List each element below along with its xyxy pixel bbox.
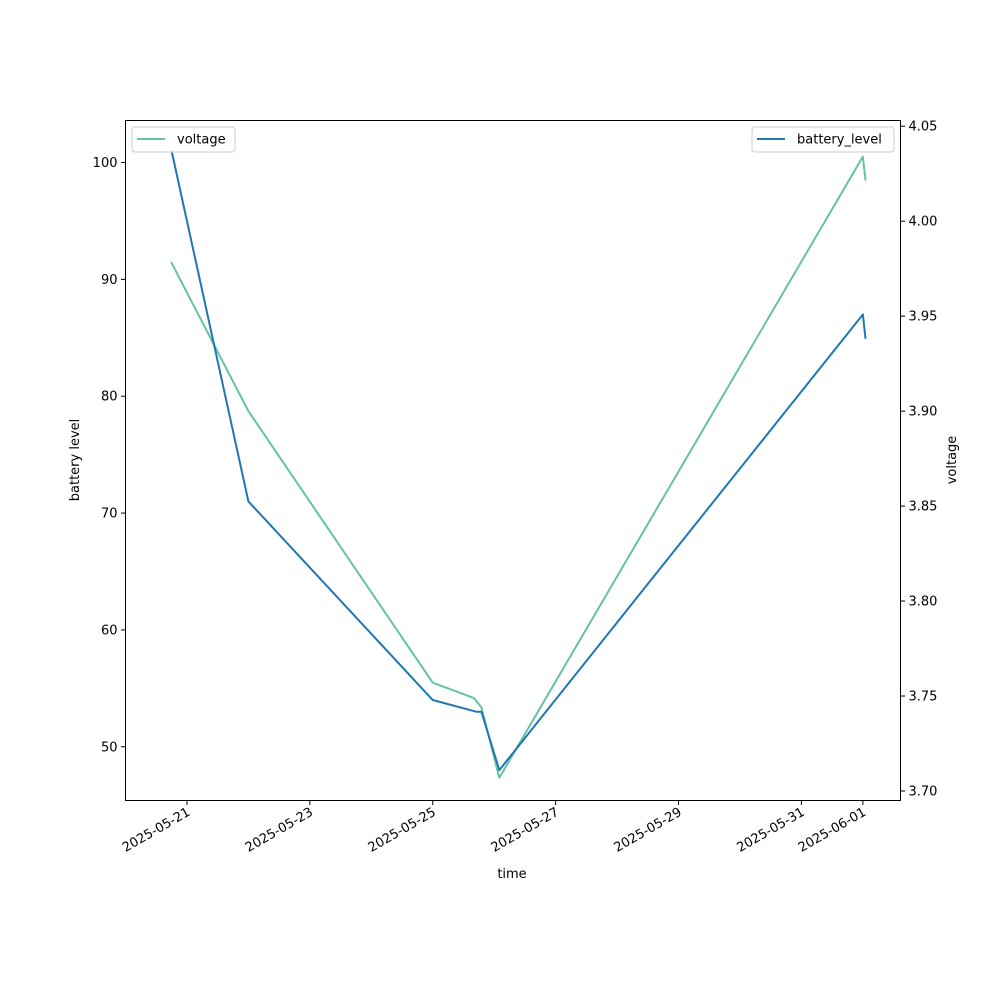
x-tick-label: 2025-05-29 (612, 805, 685, 856)
right-y-tick-label: 3.70 (909, 785, 938, 800)
right-y-tick-label: 3.75 (909, 690, 938, 705)
right-y-tick-label: 3.80 (909, 595, 938, 610)
right-y-tick-label: 3.85 (909, 500, 938, 515)
left-y-axis-ticks: 50 60 70 80 90 100 (93, 156, 126, 755)
x-axis-title: time (497, 867, 526, 882)
voltage-legend: voltage (131, 126, 236, 153)
x-tick-label: 2025-05-21 (120, 805, 193, 856)
left-y-tick-label: 90 (101, 273, 118, 288)
left-y-tick-label: 60 (101, 623, 118, 638)
x-tick-label: 2025-05-25 (366, 805, 439, 856)
x-tick-label: 2025-06-01 (796, 805, 869, 856)
voltage-series-line (170, 155, 867, 779)
right-y-tick-label: 3.90 (909, 405, 938, 420)
battery-level-legend: battery_level (751, 126, 895, 153)
right-y-axis-title: voltage (945, 436, 960, 485)
plot-marks (170, 149, 867, 779)
battery-level-legend-box (751, 126, 895, 153)
left-y-tick-label: 50 (101, 740, 118, 755)
left-y-tick-label: 70 (101, 507, 118, 522)
x-tick-label: 2025-05-23 (243, 805, 316, 856)
right-y-tick-label: 3.95 (909, 310, 938, 325)
left-y-tick-label: 100 (93, 156, 118, 171)
x-axis-ticks: 2025-05-21 2025-05-23 2025-05-25 2025-05-27… (120, 800, 869, 856)
plot-frame (125, 120, 901, 801)
left-y-axis-title: battery level (68, 419, 83, 502)
voltage-legend-label: voltage (177, 133, 226, 148)
battery-level-series-line (170, 149, 867, 772)
x-tick-label: 2025-05-31 (734, 805, 807, 856)
battery-level-legend-label: battery_level (797, 133, 882, 148)
right-y-axis-ticks: 3.70 3.75 3.80 3.85 3.90 3.95 4.00 4.05 (900, 120, 938, 800)
right-y-tick-label: 4.05 (909, 120, 938, 135)
left-y-tick-label: 80 (101, 390, 118, 405)
right-y-tick-label: 4.00 (909, 215, 938, 230)
x-tick-label: 2025-05-27 (489, 805, 562, 856)
voltage-legend-box (131, 126, 236, 153)
